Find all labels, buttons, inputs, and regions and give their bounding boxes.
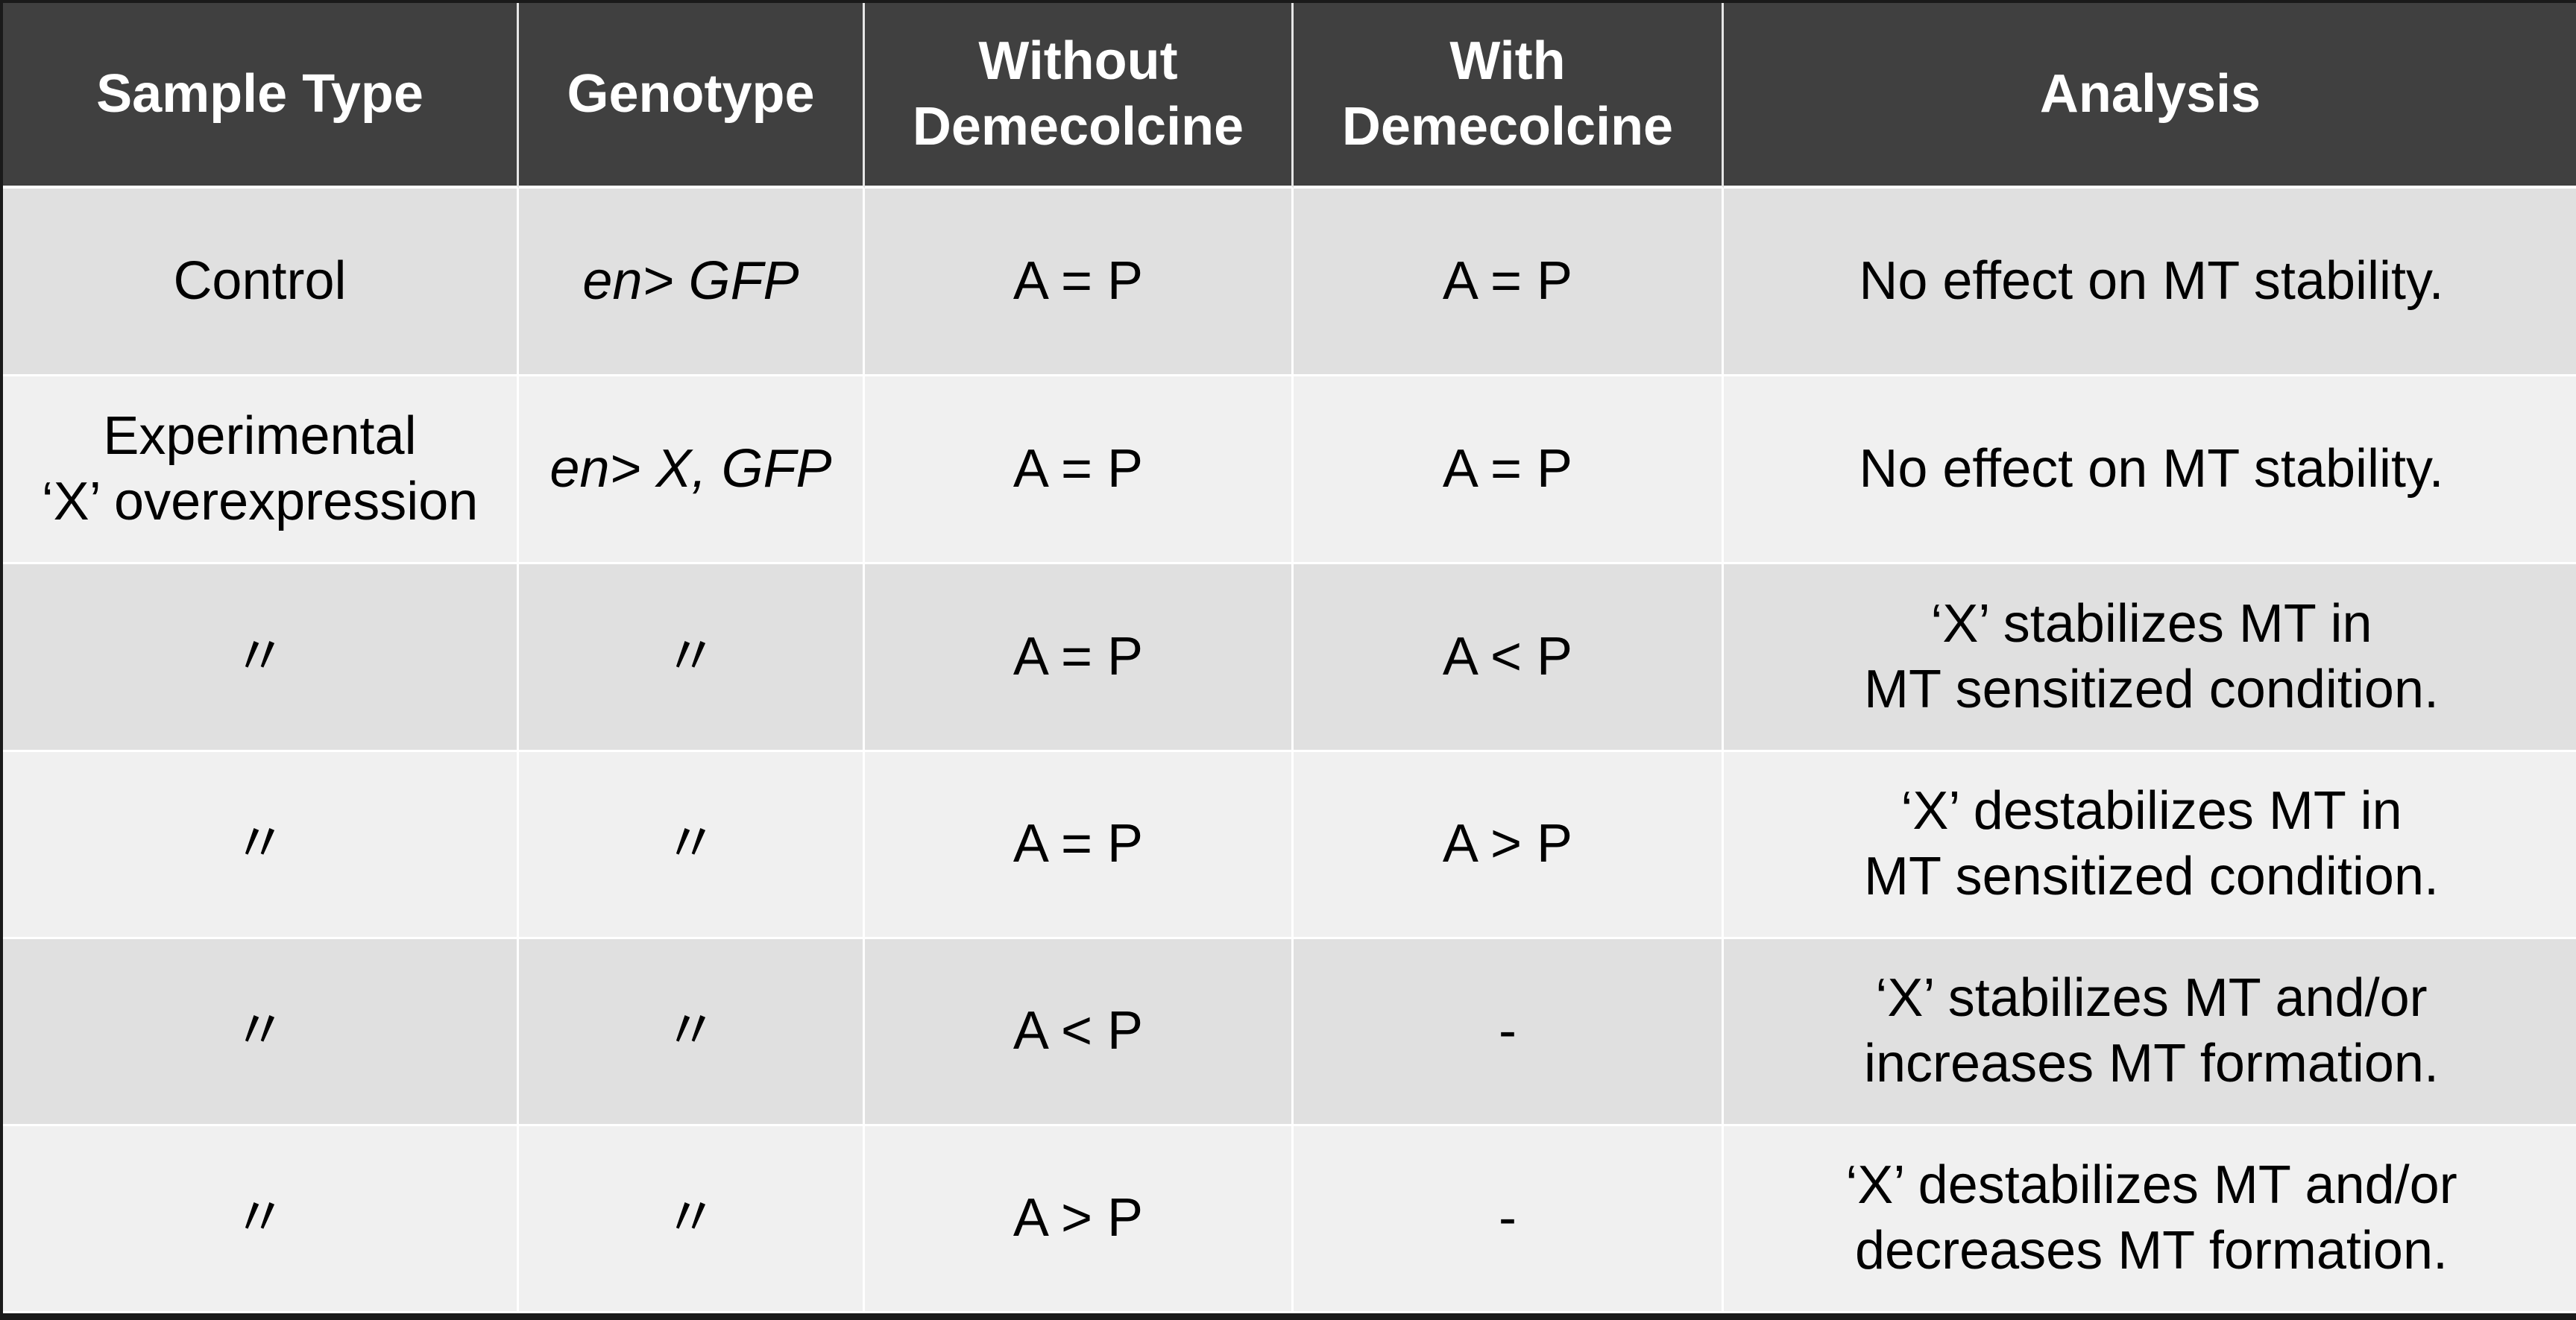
- header-analysis: Analysis: [1724, 3, 2576, 189]
- cell-genotype: en> X, GFP: [519, 376, 865, 564]
- cell-analysis: No effect on MT stability.: [1724, 189, 2576, 376]
- cell-without-demecolcine: A = P: [865, 564, 1294, 752]
- cell-sample-type: 〃: [3, 752, 519, 939]
- cell-with-demecolcine: -: [1294, 939, 1724, 1126]
- cell-analysis: ‘X’ destabilizes MT in MT sensitized con…: [1724, 752, 2576, 939]
- cell-with-demecolcine: -: [1294, 1126, 1724, 1313]
- cell-sample-type: 〃: [3, 564, 519, 752]
- cell-genotype: 〃: [519, 752, 865, 939]
- cell-genotype: en> GFP: [519, 189, 865, 376]
- cell-analysis: No effect on MT stability.: [1724, 376, 2576, 564]
- cell-without-demecolcine: A = P: [865, 189, 1294, 376]
- cell-sample-type: 〃: [3, 1126, 519, 1313]
- header-with-demecolcine: With Demecolcine: [1294, 3, 1724, 189]
- cell-with-demecolcine: A = P: [1294, 189, 1724, 376]
- cell-analysis: ‘X’ stabilizes MT in MT sensitized condi…: [1724, 564, 2576, 752]
- cell-with-demecolcine: A = P: [1294, 376, 1724, 564]
- cell-genotype: 〃: [519, 1126, 865, 1313]
- cell-without-demecolcine: A < P: [865, 939, 1294, 1126]
- cell-sample-type: Control: [3, 189, 519, 376]
- cell-with-demecolcine: A < P: [1294, 564, 1724, 752]
- header-without-demecolcine: Without Demecolcine: [865, 3, 1294, 189]
- cell-without-demecolcine: A = P: [865, 376, 1294, 564]
- cell-without-demecolcine: A = P: [865, 752, 1294, 939]
- header-sample-type: Sample Type: [3, 3, 519, 189]
- cell-sample-type: Experimental ‘X’ overexpression: [3, 376, 519, 564]
- header-genotype: Genotype: [519, 3, 865, 189]
- cell-analysis: ‘X’ destabilizes MT and/or decreases MT …: [1724, 1126, 2576, 1313]
- cell-analysis: ‘X’ stabilizes MT and/or increases MT fo…: [1724, 939, 2576, 1126]
- cell-without-demecolcine: A > P: [865, 1126, 1294, 1313]
- cell-genotype: 〃: [519, 939, 865, 1126]
- cell-genotype: 〃: [519, 564, 865, 752]
- cell-with-demecolcine: A > P: [1294, 752, 1724, 939]
- cell-sample-type: 〃: [3, 939, 519, 1126]
